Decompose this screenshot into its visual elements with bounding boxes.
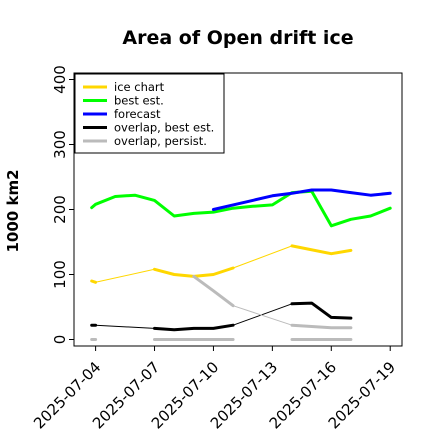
series-line-best-est--4 — [90, 189, 392, 228]
y-tick-label: 300 — [51, 130, 69, 159]
series-line-ice-chart-3 — [290, 244, 353, 256]
series-line-ice-chart-0 — [90, 279, 98, 284]
y-tick-label: 200 — [51, 195, 69, 224]
chart-title: Area of Open drift ice — [122, 27, 353, 49]
series-line-overlap-best-est--9 — [290, 301, 353, 320]
series-line-overlap-persist--14 — [232, 305, 293, 326]
y-tick-label: 100 — [51, 260, 69, 289]
y-tick-label: 400 — [51, 65, 69, 94]
y-axis-label: 1000 km2 — [4, 169, 22, 252]
series-line-overlap-persist--13 — [192, 274, 235, 308]
series-line-overlap-persist--15 — [290, 323, 353, 330]
series-line-overlap-best-est--8 — [153, 323, 235, 332]
legend-label: forecast — [114, 107, 161, 121]
series-line-forecast-5 — [211, 188, 392, 211]
legend-label: overlap, best est. — [114, 121, 214, 135]
y-tick-label: 0 — [51, 335, 69, 345]
legend-label: best est. — [114, 94, 164, 108]
legend-label: ice chart — [114, 80, 165, 94]
legend-label: overlap, persist. — [114, 134, 207, 148]
